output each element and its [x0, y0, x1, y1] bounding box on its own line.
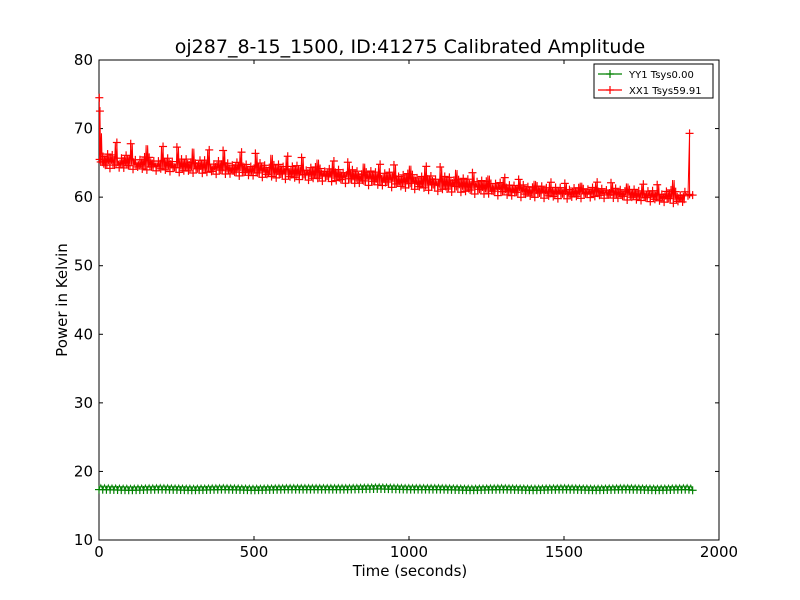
legend-box [593, 63, 714, 99]
y-tick-label: 50 [74, 257, 93, 275]
x-axis-label: Time (seconds) [352, 562, 468, 580]
chart-title: oj287_8-15_1500, ID:41275 Calibrated Amp… [175, 36, 645, 58]
x-tick-label: 0 [94, 543, 104, 561]
y-axis-label: Power in Kelvin [53, 243, 71, 357]
plot-area: 0 500 1000 1500 2000 10 20 30 40 50 60 70 80 [74, 51, 738, 561]
series-xx1-line [98, 97, 693, 204]
x-tick-label: 1500 [545, 543, 583, 561]
y-tick-label: 30 [74, 394, 93, 412]
y-tick-label: 10 [74, 531, 93, 549]
axis-ticks: 0 500 1000 1500 2000 10 20 30 40 50 60 70 80 [74, 51, 738, 561]
y-tick-label: 80 [74, 51, 93, 69]
x-tick-label: 1000 [390, 543, 428, 561]
y-tick-label: 20 [74, 462, 93, 480]
legend-label-xx1: XX1 Tsys59.91 [629, 86, 702, 97]
legend-label-yy1: YY1 Tsys0.00 [628, 70, 694, 81]
x-tick-label: 500 [240, 543, 269, 561]
series-xx1 [95, 93, 697, 208]
y-tick-label: 60 [74, 188, 93, 206]
plot-frame [98, 59, 720, 541]
y-tick-label: 40 [74, 325, 93, 343]
series-yy1 [95, 482, 697, 495]
y-tick-label: 70 [74, 120, 93, 138]
legend-entries: YY1 Tsys0.00 XX1 Tsys59.91 [598, 70, 702, 97]
series-layer [95, 93, 697, 495]
x-tick-label: 2000 [700, 543, 738, 561]
legend: YY1 Tsys0.00 XX1 Tsys59.91 [593, 63, 714, 99]
